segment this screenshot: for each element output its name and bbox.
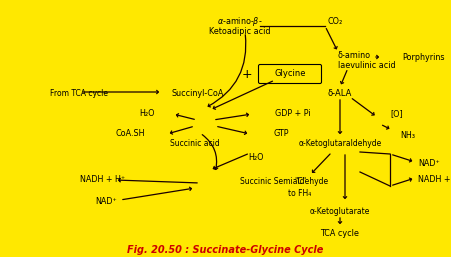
Text: α-Ketoglutaraldehyde: α-Ketoglutaraldehyde bbox=[299, 140, 382, 149]
Text: to FH₄: to FH₄ bbox=[288, 189, 312, 198]
Text: CoA.SH: CoA.SH bbox=[115, 130, 145, 139]
Text: H₂O: H₂O bbox=[139, 109, 155, 118]
Text: +: + bbox=[242, 68, 252, 80]
Text: Succinic Semialdehyde: Succinic Semialdehyde bbox=[240, 177, 328, 186]
Text: CO₂: CO₂ bbox=[327, 16, 343, 25]
Text: "C": "C" bbox=[294, 178, 306, 187]
Text: $\alpha$-amino-$\beta$-: $\alpha$-amino-$\beta$- bbox=[217, 14, 263, 27]
Text: laevulinic acid: laevulinic acid bbox=[338, 60, 396, 69]
FancyBboxPatch shape bbox=[258, 65, 322, 84]
Text: GDP + Pi: GDP + Pi bbox=[275, 109, 311, 118]
Text: δ-amino: δ-amino bbox=[338, 50, 371, 60]
Text: Glycine: Glycine bbox=[274, 69, 306, 78]
Text: NADH + H⁺: NADH + H⁺ bbox=[80, 176, 125, 185]
Text: [O]: [O] bbox=[390, 109, 403, 118]
Text: δ-ALA: δ-ALA bbox=[328, 89, 352, 98]
Text: GTP: GTP bbox=[273, 130, 289, 139]
Text: H₂O: H₂O bbox=[248, 152, 263, 161]
Text: Fig. 20.50 : Succinate-Glycine Cycle: Fig. 20.50 : Succinate-Glycine Cycle bbox=[127, 245, 323, 255]
Text: From TCA cycle: From TCA cycle bbox=[50, 89, 108, 98]
Text: α-Ketoglutarate: α-Ketoglutarate bbox=[310, 207, 370, 216]
Text: Porphyrins: Porphyrins bbox=[402, 52, 445, 61]
Text: Ketoadipic acid: Ketoadipic acid bbox=[209, 26, 271, 35]
Text: TCA cycle: TCA cycle bbox=[321, 230, 359, 238]
Text: NADH + H⁺: NADH + H⁺ bbox=[418, 176, 451, 185]
Text: Succinic acid: Succinic acid bbox=[170, 140, 220, 149]
Text: NAD⁺: NAD⁺ bbox=[95, 197, 117, 207]
Text: NH₃: NH₃ bbox=[400, 131, 415, 140]
Text: NAD⁺: NAD⁺ bbox=[418, 160, 440, 169]
Text: Succinyl-CoA: Succinyl-CoA bbox=[172, 89, 224, 98]
